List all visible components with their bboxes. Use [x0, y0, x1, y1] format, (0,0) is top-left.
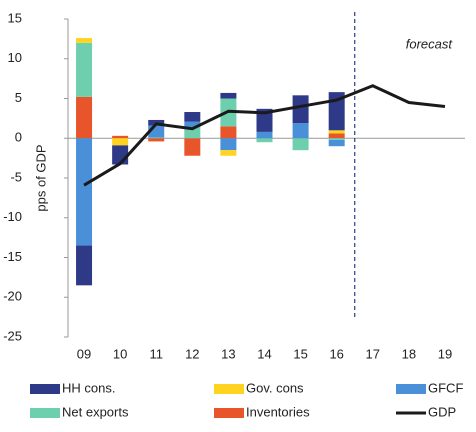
x-tick-label: 18 — [402, 346, 416, 361]
x-tick-label: 13 — [221, 346, 235, 361]
y-tick-label: -5 — [10, 169, 22, 184]
bar-segment — [220, 138, 237, 151]
x-tick-label: 15 — [293, 346, 307, 361]
y-axis-label: pps of GDP — [33, 144, 48, 211]
bar-segment — [184, 127, 201, 139]
y-tick-label: 15 — [8, 10, 22, 25]
bar-segment — [76, 42, 93, 97]
x-tick-label: 09 — [77, 346, 91, 361]
y-tick-label: -20 — [3, 289, 22, 304]
x-tick-label: 17 — [366, 346, 380, 361]
x-tick-label: 10 — [113, 346, 127, 361]
bar-segment — [220, 92, 237, 99]
bar-segment — [328, 130, 345, 134]
bar-segment — [256, 131, 273, 139]
bar-segment — [76, 138, 93, 246]
x-tick-label: 19 — [438, 346, 452, 361]
y-tick-label: 0 — [15, 130, 22, 145]
legend-label: Net exports — [62, 404, 129, 419]
x-tick-label: 16 — [329, 346, 343, 361]
bar-segment — [292, 95, 309, 124]
legend-label: GFCF — [428, 380, 463, 395]
bar-segment — [328, 139, 345, 147]
legend-swatch — [214, 384, 244, 394]
legend-swatch — [30, 384, 60, 394]
annotation: forecast — [406, 36, 454, 51]
bar-segment — [328, 138, 345, 140]
y-tick-label: -25 — [3, 328, 22, 343]
bar-segment — [292, 123, 309, 139]
bar-segment — [76, 38, 93, 43]
bar-segment — [220, 126, 237, 139]
y-tick-label: -15 — [3, 249, 22, 264]
x-tick-label: 12 — [185, 346, 199, 361]
legend-label: HH cons. — [62, 380, 115, 395]
bar-segment — [112, 138, 129, 146]
bar-segment — [148, 138, 165, 142]
bar-segment — [148, 125, 165, 138]
y-tick-label: 5 — [15, 90, 22, 105]
y-tick-label: -10 — [3, 209, 22, 224]
gdp-line — [83, 84, 446, 187]
bar-segment — [220, 150, 237, 156]
x-tick-label: 14 — [257, 346, 271, 361]
bar-segment — [184, 121, 201, 128]
legend-swatch — [214, 408, 244, 418]
bar-segment — [76, 245, 93, 286]
x-tick-label: 11 — [149, 346, 163, 361]
bar-segment — [148, 137, 165, 139]
bar-segment — [76, 96, 93, 139]
bar-segment — [256, 138, 273, 143]
bar-segment — [328, 133, 345, 139]
bar-segment — [184, 112, 201, 122]
legend-label: Gov. cons — [246, 380, 304, 395]
bar-segment — [256, 108, 273, 132]
legend-swatch — [396, 384, 426, 394]
y-tick-label: 10 — [8, 50, 22, 65]
bar-segment — [112, 135, 129, 139]
bar-segment — [184, 138, 201, 156]
legend-label: Inventories — [246, 404, 310, 419]
legend-label: GDP — [428, 404, 456, 419]
legend-swatch — [30, 408, 60, 418]
bar-segment — [292, 138, 309, 151]
